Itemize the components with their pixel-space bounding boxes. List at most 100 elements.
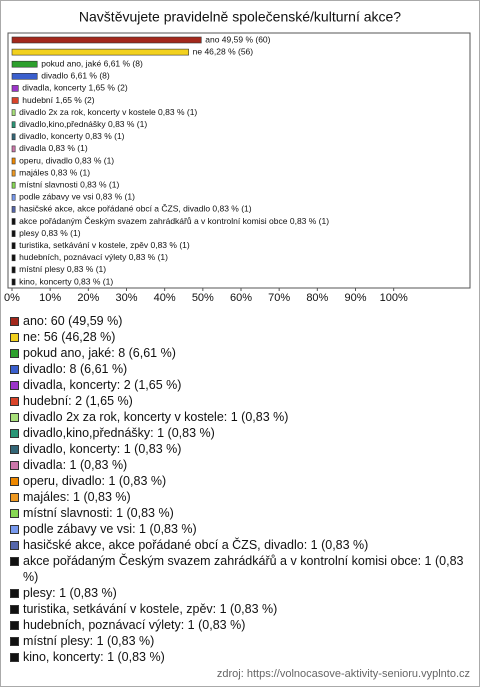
value-label: kino, koncerty 0,83 % (1)	[19, 276, 113, 286]
bar	[11, 169, 16, 177]
x-tick-label: 0%	[4, 292, 20, 304]
bar	[11, 48, 189, 56]
legend-label: divadlo, koncerty: 1 (0,83 %)	[23, 442, 182, 456]
legend-label: divadla, koncerty: 2 (1,65 %)	[23, 378, 182, 392]
value-label: plesy 0,83 % (1)	[19, 228, 81, 238]
x-tick-label: 20%	[77, 292, 99, 304]
legend-item: ano: 60 (49,59 %)	[10, 313, 472, 329]
bar	[11, 145, 16, 153]
bar	[11, 242, 16, 249]
legend-swatch	[10, 429, 19, 438]
legend-swatch	[10, 461, 19, 470]
plot-frame	[7, 32, 471, 289]
bar	[11, 121, 16, 128]
legend-swatch	[10, 333, 19, 342]
legend-label: ano: 60 (49,59 %)	[23, 314, 123, 328]
legend-label: operu, divadlo: 1 (0,83 %)	[23, 474, 167, 488]
legend-item: divadlo,kino,přednášky: 1 (0,83 %)	[10, 425, 472, 441]
value-label: divadla, koncerty 1,65 % (2)	[22, 83, 128, 93]
x-tick-label: 40%	[154, 292, 176, 304]
legend-swatch	[10, 557, 19, 566]
value-label: divadlo 6,61 % (8)	[41, 71, 110, 81]
value-label: divadla 0,83 % (1)	[19, 143, 88, 153]
legend-label: podle zábavy ve vsi: 1 (0,83 %)	[23, 522, 197, 536]
legend-label: hasičské akce, akce pořádané obcí a ČZS,…	[23, 538, 369, 552]
legend-label: hudební: 2 (1,65 %)	[23, 394, 133, 408]
legend-swatch	[10, 317, 19, 326]
x-tick-label: 70%	[268, 292, 290, 304]
bar	[11, 109, 16, 116]
legend-item: místní slavnosti: 1 (0,83 %)	[10, 505, 472, 521]
legend-label: ne: 56 (46,28 %)	[23, 330, 116, 344]
value-label: ano 49,59 % (60)	[205, 34, 270, 44]
legend-swatch	[10, 637, 19, 646]
legend-item: pokud ano, jaké: 8 (6,61 %)	[10, 345, 472, 361]
legend-item: operu, divadlo: 1 (0,83 %)	[10, 473, 472, 489]
value-label: pokud ano, jaké 6,61 % (8)	[41, 58, 143, 68]
legend-swatch	[10, 605, 19, 614]
value-label: divadlo,kino,přednášky 0,83 % (1)	[19, 119, 147, 129]
legend-item: divadlo 2x za rok, koncerty v kostele: 1…	[10, 409, 472, 425]
legend-label: pokud ano, jaké: 8 (6,61 %)	[23, 346, 176, 360]
legend-item: turistika, setkávání v kostele, zpěv: 1 …	[10, 601, 472, 617]
bar	[11, 194, 16, 201]
bar	[11, 73, 38, 80]
legend-swatch	[10, 525, 19, 534]
legend-item: ne: 56 (46,28 %)	[10, 329, 472, 345]
legend-swatch	[10, 653, 19, 662]
legend-label: místní slavnosti: 1 (0,83 %)	[23, 506, 174, 520]
bar	[11, 85, 19, 92]
legend-item: hudební: 2 (1,65 %)	[10, 393, 472, 409]
value-label: podle zábavy ve vsi 0,83 % (1)	[19, 192, 135, 202]
source: zdroj: https://volnocasove-aktivity-seni…	[216, 668, 470, 680]
legend-label: turistika, setkávání v kostele, zpěv: 1 …	[23, 602, 278, 616]
legend-label: divadla: 1 (0,83 %)	[23, 458, 128, 472]
legend-swatch	[10, 413, 19, 422]
x-tick-label: 10%	[39, 292, 61, 304]
x-tick-label: 30%	[115, 292, 137, 304]
legend-item: místní plesy: 1 (0,83 %)	[10, 633, 472, 649]
x-tick-label: 80%	[306, 292, 328, 304]
bar	[11, 218, 16, 225]
bar	[11, 36, 202, 44]
legend-item: akce pořádaným Českým svazem zahrádkářů …	[10, 553, 472, 585]
legend-swatch	[10, 589, 19, 598]
value-label: majáles 0,83 % (1)	[19, 167, 90, 177]
value-label: akce pořádaným Českým svazem zahrádkářů …	[19, 216, 329, 226]
bar	[11, 60, 38, 68]
value-label: místní plesy 0,83 % (1)	[19, 264, 106, 274]
bar	[11, 133, 16, 141]
value-label: ne 46,28 % (56)	[193, 46, 254, 56]
legend-swatch	[10, 381, 19, 390]
value-label: divadlo, koncerty 0,83 % (1)	[19, 131, 125, 141]
legend-label: místní plesy: 1 (0,83 %)	[23, 634, 155, 648]
legend-label: kino, koncerty: 1 (0,83 %)	[23, 650, 165, 664]
legend-label: akce pořádaným Českým svazem zahrádkářů …	[23, 554, 464, 584]
bar	[11, 157, 16, 165]
bar	[11, 206, 16, 213]
chart: Navštěvujete pravidelně společenské/kult…	[4, 9, 471, 304]
legend-item: divadla: 1 (0,83 %)	[10, 457, 472, 473]
legend-label: hudebních, poznávací výlety: 1 (0,83 %)	[23, 618, 246, 632]
legend-swatch	[10, 541, 19, 550]
x-tick-label: 50%	[192, 292, 214, 304]
legend-label: divadlo 2x za rok, koncerty v kostele: 1…	[23, 410, 289, 424]
legend-item: majáles: 1 (0,83 %)	[10, 489, 472, 505]
value-label: turistika, setkávání v kostele, zpěv 0,8…	[19, 240, 190, 250]
value-label: hasičské akce, akce pořádané obcí a ČZS,…	[19, 204, 252, 214]
legend-label: plesy: 1 (0,83 %)	[23, 586, 117, 600]
legend-swatch	[10, 397, 19, 406]
legend: ano: 60 (49,59 %) ne: 56 (46,28 %) pokud a…	[10, 313, 472, 665]
legend-swatch	[10, 493, 19, 502]
legend-swatch	[10, 621, 19, 630]
legend-swatch	[10, 477, 19, 486]
bar	[11, 254, 16, 262]
bar	[11, 266, 16, 274]
x-tick-label: 90%	[344, 292, 366, 304]
value-label: místní slavnosti 0,83 % (1)	[19, 179, 119, 189]
bar	[11, 181, 16, 189]
x-tick-label: 60%	[230, 292, 252, 304]
legend-item: kino, koncerty: 1 (0,83 %)	[10, 649, 472, 665]
legend-item: podle zábavy ve vsi: 1 (0,83 %)	[10, 521, 472, 537]
bar	[11, 230, 16, 237]
